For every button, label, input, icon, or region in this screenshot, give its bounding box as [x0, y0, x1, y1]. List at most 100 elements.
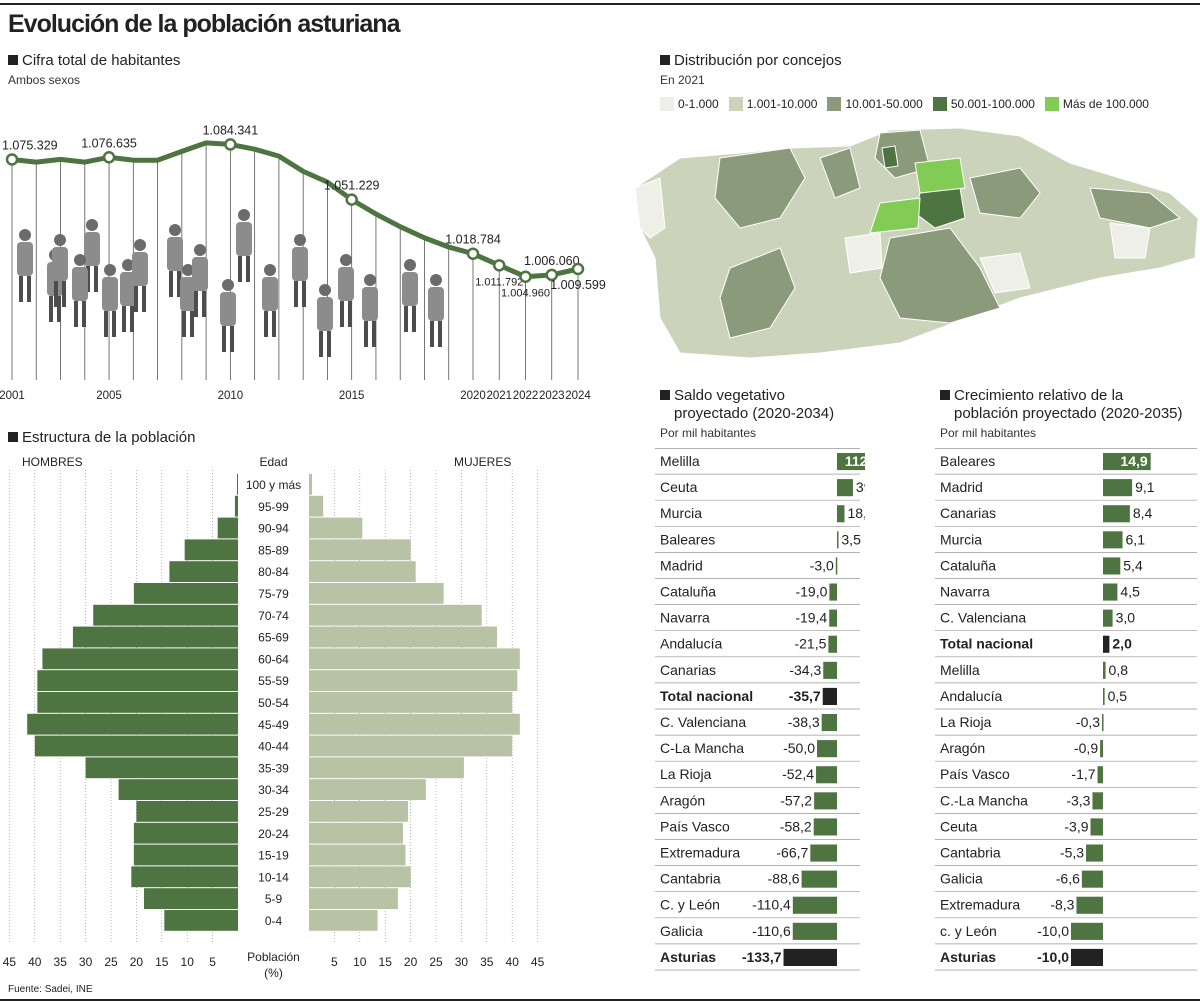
person-body: [192, 257, 208, 291]
women-bar: [309, 583, 444, 604]
category-label: La Rioja: [660, 766, 712, 782]
person-figure-icon: [262, 264, 278, 337]
person-leg: [190, 311, 194, 337]
category-label: Total nacional: [940, 636, 1033, 652]
category-label: Galicia: [660, 923, 703, 939]
person-head: [194, 244, 206, 256]
map-region: [819, 147, 861, 199]
data-point: [102, 151, 116, 164]
value-label: 9,1: [1135, 479, 1155, 495]
person-head: [182, 264, 194, 276]
person-leg: [182, 311, 186, 337]
value-label: -38,3: [788, 714, 820, 730]
x-tick-label: 15: [155, 955, 169, 969]
x-tick-label: 2024: [565, 390, 591, 402]
category-label: Cataluña: [660, 584, 716, 600]
data-label: 1.006.060: [524, 254, 580, 268]
category-label: Baleares: [940, 453, 995, 469]
value-bar: [810, 844, 837, 862]
person-body: [102, 277, 118, 311]
person-figure-icon: [362, 274, 378, 347]
person-leg: [82, 301, 86, 327]
value-bar: [801, 870, 837, 888]
age-group-label: 55-59: [258, 674, 289, 688]
map-region: [719, 247, 796, 339]
value-bar: [822, 687, 837, 705]
person-leg: [19, 276, 23, 302]
person-figure-icon: [167, 224, 183, 297]
legend-label: Más de 100.000: [1062, 97, 1149, 111]
axis-label-line1: Población: [247, 950, 300, 964]
x-tick-label: 35: [54, 955, 68, 969]
map-region: [881, 145, 899, 169]
value-bar: [1103, 557, 1121, 575]
bullet-square-icon: [660, 55, 670, 65]
map-region: [879, 227, 1001, 324]
men-bar: [131, 866, 238, 888]
value-bar: [1081, 870, 1103, 888]
x-tick-label: 5: [209, 955, 216, 969]
value-label: -110,4: [752, 897, 791, 913]
age-group-label: 45-49: [258, 718, 289, 732]
data-point: [345, 193, 358, 206]
person-body: [52, 247, 68, 281]
women-bar: [309, 801, 409, 822]
value-label: 0,8: [1109, 662, 1129, 678]
value-label: -21,5: [794, 636, 826, 652]
map-region: [714, 147, 806, 229]
women-bar: [309, 779, 426, 800]
value-label: -50,0: [783, 740, 815, 756]
value-bar: [837, 453, 865, 471]
person-leg: [194, 291, 198, 317]
men-bar: [133, 583, 238, 604]
women-bar: [309, 561, 416, 582]
map-region: [844, 232, 883, 274]
axis-label-line2: (%): [264, 966, 283, 980]
men-bar: [72, 626, 239, 648]
category-label: Baleares: [660, 531, 715, 547]
person-body: [84, 232, 100, 266]
value-bar: [783, 948, 837, 966]
men-bar: [37, 692, 239, 713]
x-tick-label: 25: [429, 955, 443, 969]
value-label: 18,7: [847, 505, 865, 521]
data-label: 1.076.635: [81, 136, 137, 150]
person-leg: [54, 281, 58, 307]
source-note: Fuente: Sadei, INE: [8, 984, 93, 995]
x-tick-label: 30: [455, 955, 469, 969]
women-bar: [309, 757, 464, 779]
person-leg: [104, 311, 108, 337]
women-bar: [309, 888, 398, 909]
legend-label: 50.001-100.000: [950, 97, 1035, 111]
value-label: -10,0: [1037, 923, 1069, 939]
x-tick-label: 45: [3, 955, 17, 969]
legend-item: 1.001-10.000: [728, 97, 817, 111]
person-head: [430, 274, 442, 286]
value-bar: [829, 609, 837, 627]
x-tick-label: 45: [531, 955, 545, 969]
category-label: Navarra: [940, 584, 990, 600]
age-group-label: 60-64: [258, 652, 289, 666]
women-bar: [309, 866, 411, 888]
women-bar: [309, 539, 411, 561]
age-group-label: 70-74: [258, 609, 289, 623]
value-bar: [1071, 948, 1103, 966]
person-leg: [430, 321, 434, 347]
legend-label: 0-1.000: [678, 97, 719, 111]
women-bar: [309, 670, 518, 691]
person-head: [169, 224, 181, 236]
value-bar: [821, 714, 837, 732]
value-bar: [828, 635, 837, 653]
person-leg: [27, 276, 31, 302]
age-group-label: 80-84: [258, 565, 289, 579]
value-label: -0,9: [1074, 740, 1098, 756]
saldo-heading: Saldo vegetativo proyectado (2020-2034): [660, 387, 834, 423]
value-label: -35,7: [789, 688, 821, 704]
category-label: Canarias: [940, 505, 996, 521]
person-figure-icon: [236, 209, 252, 282]
person-figure-icon: [428, 274, 444, 347]
value-label: -34,3: [789, 662, 821, 678]
women-bar: [309, 495, 324, 517]
women-label: MUJERES: [454, 455, 511, 469]
age-group-label: 75-79: [258, 587, 289, 601]
